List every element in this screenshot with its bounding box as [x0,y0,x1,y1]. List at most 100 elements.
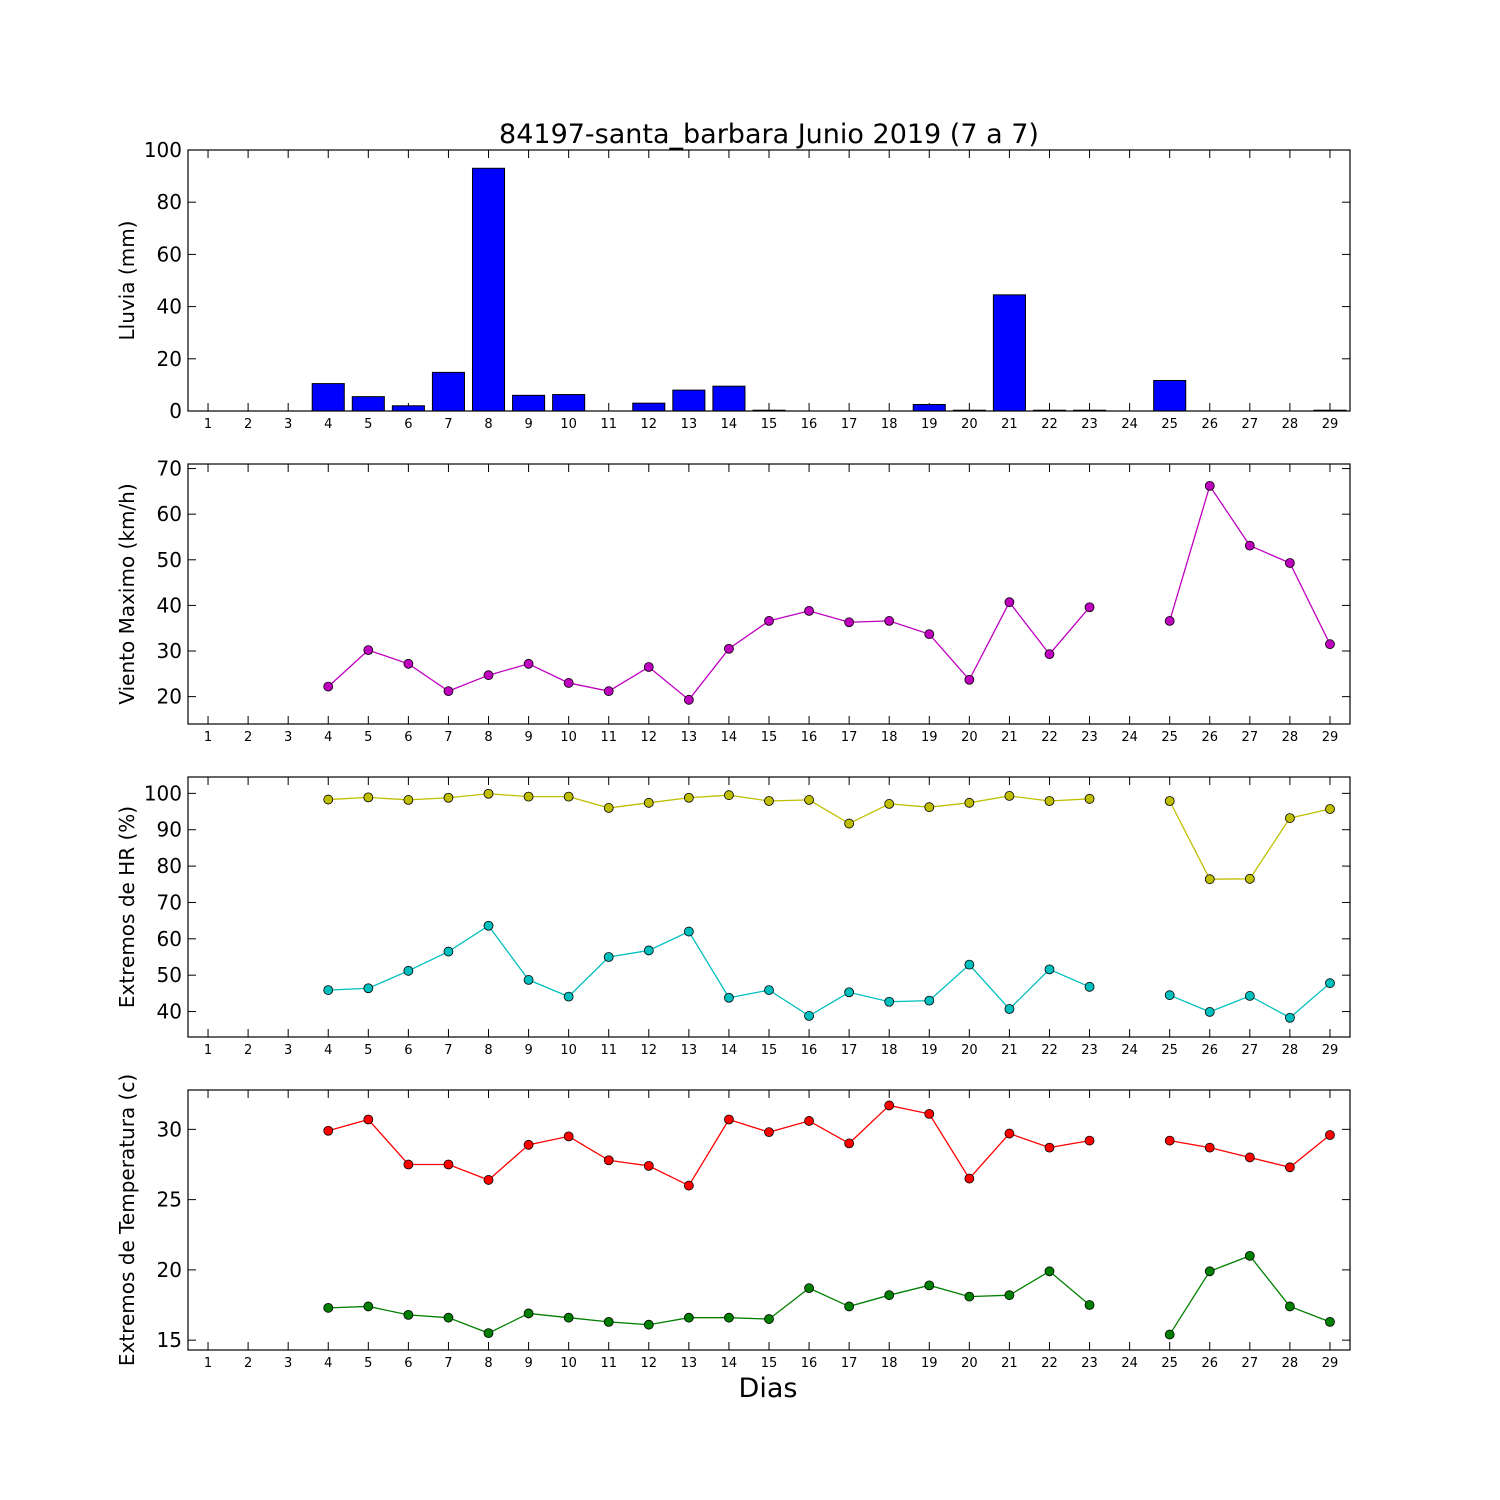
humedad-ytick-label: 90 [157,818,182,842]
lluvia-bar [512,394,546,412]
humedad-xtick-label: 13 [681,1043,698,1058]
viento-series-0-point [563,678,574,688]
lluvia-xtick-label: 26 [1201,417,1218,432]
humedad-series-0-point [1044,796,1055,806]
temperatura-xtick-label: 23 [1081,1356,1098,1371]
viento-xtick-label: 15 [761,730,778,745]
lluvia-xtick-label: 15 [761,417,778,432]
lluvia-bar [351,396,385,412]
temperatura-xtick-label: 17 [841,1356,858,1371]
temperatura-series-0-point [1204,1142,1215,1153]
temperatura-series-0-point [403,1159,414,1170]
humedad-xtick-label: 24 [1121,1043,1138,1058]
humedad-xtick-label: 2 [244,1043,252,1058]
lluvia-xtick-label: 9 [524,417,532,432]
temperatura-series-0-point [844,1138,855,1149]
temperatura-xtick-label: 1 [204,1356,212,1371]
temperatura-xtick-label: 8 [484,1356,492,1371]
humedad-series-1-point [724,992,734,1003]
temperatura-ytick-label: 20 [157,1258,182,1282]
temperatura-xtick-label: 26 [1201,1356,1218,1371]
viento-series-0-point [443,686,454,697]
lluvia-ytick-label: 0 [169,399,182,423]
temperatura-series-0-point [1164,1135,1175,1146]
viento-xtick-label: 25 [1161,730,1178,745]
viento-xtick-label: 11 [600,730,617,745]
temperatura-series-0-point [563,1131,574,1142]
temperatura-xtick-label: 2 [244,1356,252,1371]
humedad-xtick-label: 10 [560,1043,577,1058]
viento-xtick-label: 27 [1242,730,1259,745]
humedad-xtick-label: 14 [721,1043,738,1058]
humedad-xtick-label: 23 [1081,1043,1098,1058]
humedad-series-0-point [764,796,774,806]
temperatura-series-1-point [403,1309,414,1320]
viento-axes-frame [187,463,1351,725]
temperatura-xtick-label: 4 [324,1356,332,1371]
temperatura-series-0-point [1325,1130,1335,1140]
temperatura-series-0-point [964,1173,975,1184]
humedad-xtick-label: 18 [881,1043,898,1058]
viento-series-0-point [804,605,814,616]
humedad-series-1-point [323,985,334,995]
temperatura-xtick-label: 11 [600,1356,617,1371]
viento-y-axis-label: Viento Maximo (km/h) [115,483,139,704]
lluvia-xtick-label: 12 [641,417,658,432]
viento-xtick-label: 19 [921,730,938,745]
lluvia-bar [672,389,706,412]
temperatura-xtick-label: 28 [1282,1356,1299,1371]
lluvia-xtick-label: 4 [324,417,332,432]
humedad-series-0-point [1325,804,1335,814]
humedad-axes-frame [187,776,1351,1038]
lluvia-xtick-label: 7 [444,417,452,432]
viento-series-0-point [683,694,694,705]
temperatura-series-1-point [724,1312,734,1323]
temperatura-series-1-point [804,1283,814,1294]
humedad-series-0-line [1169,800,1331,880]
viento-xtick-label: 7 [444,730,452,745]
lluvia-bar [632,402,666,412]
humedad-series-1-point [1284,1012,1295,1023]
viento-xtick-label: 18 [881,730,898,745]
viento-ytick-label: 30 [157,639,182,663]
humedad-series-1-point [1164,990,1175,1001]
temperatura-xtick-label: 5 [364,1356,372,1371]
humedad-xtick-label: 15 [761,1043,778,1058]
humedad-xtick-label: 3 [284,1043,292,1058]
temperatura-series-0-point [1084,1135,1095,1146]
lluvia-ytick-label: 60 [157,242,182,266]
humedad-ytick-label: 100 [144,781,182,805]
lluvia-xtick-label: 24 [1121,417,1138,432]
temperatura-axes-frame [187,1089,1351,1351]
viento-series-0-line [327,601,1091,701]
lluvia-ytick-label: 40 [157,295,182,319]
temperatura-ytick-label: 15 [157,1328,182,1352]
lluvia-xtick-label: 23 [1081,417,1098,432]
humedad-ytick-label: 60 [157,927,182,951]
humedad-xtick-label: 21 [1001,1043,1018,1058]
humedad-ytick-label: 70 [157,890,182,914]
viento-series-0-point [523,658,534,669]
humedad-series-0-point [1004,791,1015,801]
viento-series-0-point [1325,639,1335,650]
viento-xtick-label: 1 [204,730,212,745]
viento-xtick-label: 10 [560,730,577,745]
viento-ytick-label: 40 [157,593,182,617]
humedad-series-1-point [363,983,374,994]
viento-ytick-label: 60 [157,502,182,526]
viento-series-0-point [844,617,855,628]
humedad-xtick-label: 11 [600,1043,617,1058]
viento-series-0-point [1084,602,1095,613]
lluvia-xtick-label: 3 [284,417,292,432]
viento-series-0-point [323,681,334,692]
lluvia-ytick-label: 80 [157,190,182,214]
temperatura-xtick-label: 20 [961,1356,978,1371]
humedad-series-1-line [328,924,1090,1017]
temperatura-series-0-point [363,1114,374,1125]
humedad-series-0-point [563,791,574,802]
lluvia-xtick-label: 8 [484,417,492,432]
temperatura-series-0-line [1169,1134,1331,1169]
